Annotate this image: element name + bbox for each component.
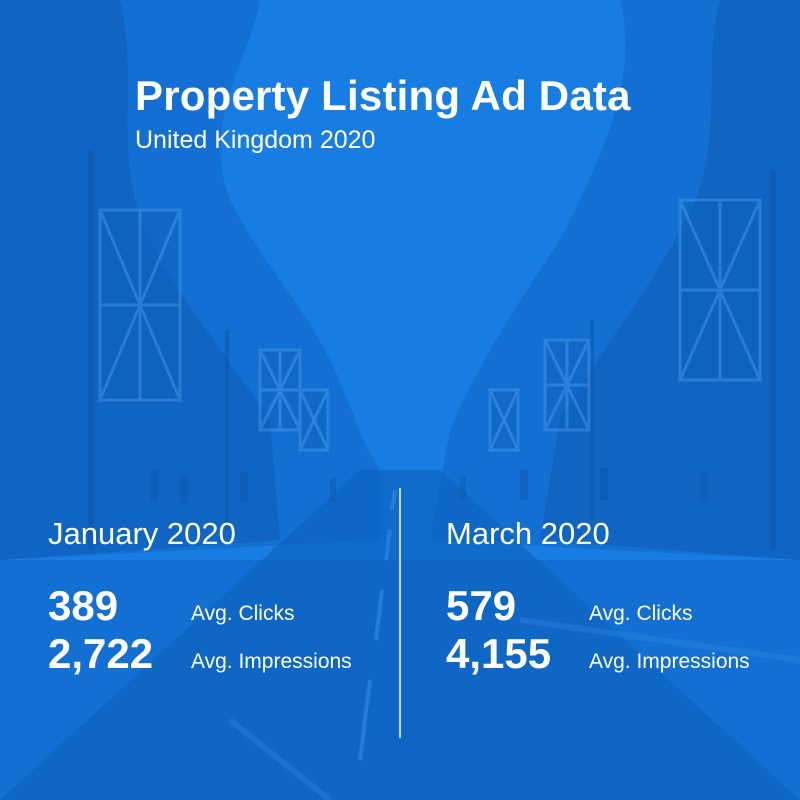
stat-row-clicks: 389 Avg. Clicks <box>48 584 294 628</box>
stat-label: Avg. Clicks <box>589 602 693 625</box>
stat-row-impressions: 2,722 Avg. Impressions <box>48 632 352 676</box>
column-divider <box>399 488 401 738</box>
stat-label: Avg. Impressions <box>589 650 750 673</box>
panel-month-label: March 2020 <box>446 516 610 551</box>
panel-month-label: January 2020 <box>48 516 236 551</box>
stat-value: 579 <box>446 582 517 629</box>
stat-label: Avg. Clicks <box>191 602 295 625</box>
stat-row-clicks: 579 Avg. Clicks <box>446 584 692 628</box>
page-subtitle: United Kingdom 2020 <box>135 126 376 154</box>
stat-label: Avg. Impressions <box>191 650 352 673</box>
stat-row-impressions: 4,155 Avg. Impressions <box>446 632 750 676</box>
page-title: Property Listing Ad Data <box>135 72 631 119</box>
stats-panel-january: January 2020 389 Avg. Clicks 2,722 Avg. … <box>48 514 408 676</box>
stats-panel-march: March 2020 579 Avg. Clicks 4,155 Avg. Im… <box>446 514 800 676</box>
stat-value: 4,155 <box>446 630 552 677</box>
stat-value: 389 <box>48 582 119 629</box>
stat-value: 2,722 <box>48 630 154 677</box>
